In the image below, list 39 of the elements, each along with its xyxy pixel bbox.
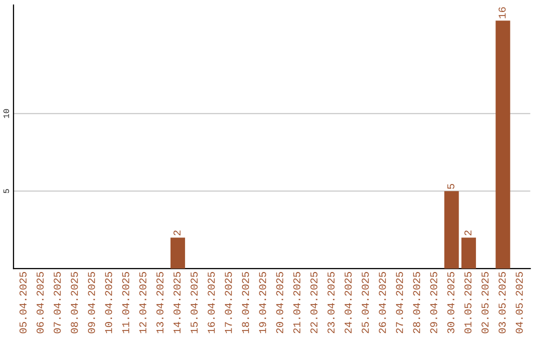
x-tick-label: 29.04.2025 — [430, 272, 438, 334]
x-tick-label: 08.04.2025 — [70, 272, 78, 334]
x-tick-label: 17.04.2025 — [224, 272, 232, 334]
x-tick-label: 24.04.2025 — [344, 272, 352, 334]
x-tick-label: 04.05.2025 — [516, 272, 523, 334]
x-tick-label: 21.04.2025 — [293, 272, 300, 334]
x-tick-label: 07.04.2025 — [54, 272, 61, 334]
x-tick-label: 27.04.2025 — [396, 272, 404, 334]
x-tick-label: 14.04.2025 — [174, 272, 181, 334]
x-tick-label: 12.04.2025 — [139, 272, 146, 334]
x-tick-label: 03.05.2025 — [498, 272, 506, 334]
bar — [496, 20, 510, 269]
x-tick-label: 25.04.2025 — [362, 272, 369, 334]
data-label: 5 — [447, 184, 454, 189]
x-tick-label: 22.04.2025 — [310, 272, 318, 334]
data-label: 2 — [464, 230, 472, 236]
bar — [444, 191, 459, 269]
x-tick-label: 16.04.2025 — [208, 272, 215, 334]
x-tick-label: 01.05.2025 — [464, 272, 472, 334]
data-label: 2 — [174, 230, 180, 236]
x-tick-label: 18.04.2025 — [242, 272, 250, 334]
bar — [461, 238, 476, 269]
x-tick-label: 23.04.2025 — [328, 272, 335, 334]
bar — [170, 238, 186, 269]
x-tick-label: 20.04.2025 — [276, 272, 284, 334]
x-tick-label: 06.04.2025 — [36, 272, 44, 334]
x-tick-label: 10.04.2025 — [105, 272, 112, 334]
x-tick-label: 13.04.2025 — [156, 272, 164, 334]
x-tick-label: 11.04.2025 — [122, 272, 130, 334]
x-tick-label: 26.04.2025 — [378, 272, 386, 334]
y-tick-label: 10 — [3, 109, 10, 118]
x-tick-label: 30.04.2025 — [447, 272, 454, 334]
x-tick-label: 05.04.2025 — [19, 272, 27, 334]
x-tick-label: 28.04.2025 — [413, 272, 420, 334]
x-tick-label: 02.05.2025 — [482, 272, 489, 334]
data-label: 16 — [498, 7, 506, 18]
x-tick-label: 15.04.2025 — [190, 272, 198, 334]
x-tick-label: 09.04.2025 — [88, 272, 96, 334]
x-tick-label: 19.04.2025 — [259, 272, 266, 334]
